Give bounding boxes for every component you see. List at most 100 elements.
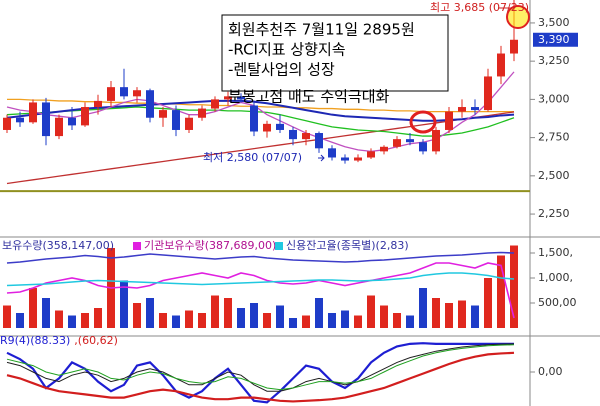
bar: [510, 245, 518, 328]
y-tick-label: 3,500: [538, 16, 570, 29]
candle-body: [328, 148, 336, 158]
bar: [185, 310, 193, 328]
y-tick-label: 2,250: [538, 207, 570, 220]
candle-body: [432, 129, 440, 152]
price-badge: [533, 32, 578, 47]
y-tick-label: 1,500,: [538, 246, 573, 259]
bar: [81, 313, 89, 328]
moving-average: [6, 71, 515, 153]
bar: [120, 280, 128, 328]
candle-body: [393, 139, 401, 147]
bar: [419, 288, 427, 328]
bar: [211, 295, 219, 328]
bar: [159, 313, 167, 328]
candle-body: [146, 90, 154, 118]
legend-swatch: [133, 242, 141, 250]
candle-body: [172, 110, 180, 130]
bar: [276, 305, 284, 328]
candle-body: [510, 39, 518, 54]
candle-body: [42, 102, 50, 137]
candle-body: [354, 157, 362, 161]
indicator-line: [6, 351, 515, 403]
candle-body: [68, 117, 76, 126]
candle-body: [3, 117, 11, 130]
candle-body: [302, 133, 310, 140]
note-line: -RCI지표 상향지속: [228, 41, 346, 59]
bar: [172, 315, 180, 328]
moving-average: [6, 111, 515, 185]
candle-body: [380, 146, 388, 152]
candle-body: [224, 96, 232, 100]
candle-body: [16, 117, 24, 123]
bar: [315, 298, 323, 328]
legend-swatch: [275, 242, 283, 250]
bar: [29, 288, 37, 328]
series-line: [6, 272, 515, 287]
candle-body: [458, 107, 466, 112]
bar: [146, 298, 154, 328]
candle-body: [211, 99, 219, 109]
arrow: [318, 154, 325, 162]
series-line: [6, 262, 515, 319]
bar: [484, 278, 492, 328]
bar: [133, 303, 141, 328]
candle-body: [341, 157, 349, 161]
bar: [432, 298, 440, 328]
bar: [3, 305, 11, 328]
bar: [406, 315, 414, 328]
bar: [55, 310, 63, 328]
indicator-line: [6, 343, 515, 392]
high-note: 최고 3,685 (07/23): [430, 1, 529, 14]
moving-average: [6, 99, 515, 122]
candle-body: [185, 117, 193, 130]
candle-body: [315, 133, 323, 149]
legend-label: 보유수량(358,147,00): [2, 239, 114, 252]
bar: [94, 308, 102, 328]
legend-label: 기관보유수량(387,689,00): [144, 239, 276, 252]
y-tick-label: 2,750: [538, 131, 570, 144]
y-tick-label: 3,000: [538, 92, 570, 105]
bar: [289, 318, 297, 328]
candle-body: [471, 107, 479, 111]
bar: [380, 305, 388, 328]
bar: [445, 303, 453, 328]
bar: [42, 298, 50, 328]
legend-label: R9(4)(88.33): [0, 334, 70, 347]
bar: [263, 313, 271, 328]
bar: [224, 298, 232, 328]
price-badge-label: 3,390: [538, 33, 570, 46]
bar: [497, 255, 505, 328]
note-line: 회원추천주 7월11일 2895원: [228, 21, 415, 39]
candle-body: [133, 90, 141, 97]
bar: [16, 313, 24, 328]
bar: [458, 300, 466, 328]
candle-body: [406, 139, 414, 143]
highlight-circle: [409, 110, 437, 134]
series-line: [6, 251, 515, 264]
bar: [471, 305, 479, 328]
candle-body: [198, 108, 206, 118]
bar: [198, 313, 206, 328]
note-line: -렌탈사업의 성장: [228, 61, 335, 79]
candle-body: [120, 87, 128, 97]
candle-body: [445, 111, 453, 130]
candle-body: [237, 96, 245, 100]
bar: [367, 295, 375, 328]
note-bottom: 분봉고점 매도 수익극대화: [228, 88, 390, 106]
highlight-circle: [506, 5, 530, 29]
legend-label: 신용잔고율(종목별)(2,83): [286, 239, 409, 252]
moving-average: [6, 106, 515, 137]
candle-body: [55, 117, 63, 137]
legend-label: ,(60,62): [74, 334, 118, 347]
candle-body: [289, 129, 297, 140]
candle-body: [81, 107, 89, 126]
candle-body: [107, 87, 115, 101]
candle-body: [159, 110, 167, 118]
candle-body: [263, 123, 271, 132]
candle-body: [419, 142, 427, 152]
candle-body: [367, 151, 375, 158]
y-tick-label: 3,250: [538, 54, 570, 67]
y-tick-label: 1,000,: [538, 271, 573, 284]
bar: [302, 315, 310, 328]
